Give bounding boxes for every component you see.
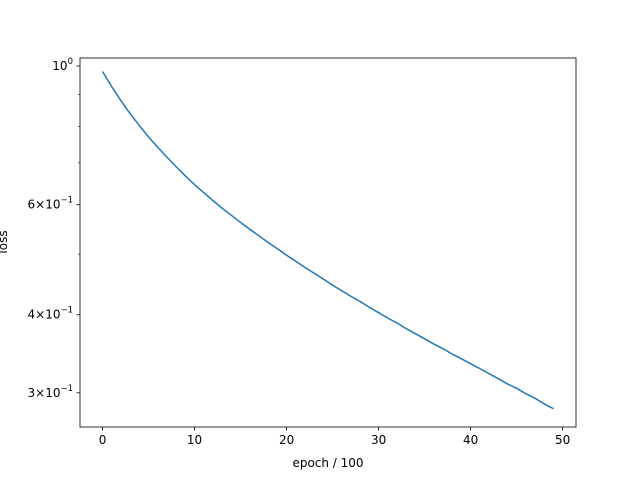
x-tick-label: 20: [279, 433, 294, 447]
y-tick-label: 100: [52, 57, 73, 73]
loss-line: [101, 71, 554, 410]
x-tick-label: 50: [555, 433, 570, 447]
x-axis-ticks: 0 10 20 30 40 50: [99, 427, 570, 447]
y-axis-ticks: 100 6×10−1 4×10−1 3×10−1: [28, 57, 80, 400]
plot-background: [80, 58, 576, 427]
series-layer: [101, 71, 554, 410]
x-tick-label: 30: [371, 433, 386, 447]
plot-frame: [79, 57, 577, 428]
y-tick-label: 4×10−1: [28, 306, 74, 322]
y-tick-label: 3×10−1: [28, 384, 74, 400]
x-tick-label: 10: [187, 433, 202, 447]
x-axis-label: epoch / 100: [292, 456, 363, 470]
y-axis-label: loss: [0, 230, 10, 253]
x-tick-label: 40: [463, 433, 478, 447]
y-tick-label: 6×10−1: [28, 196, 74, 212]
x-tick-label: 0: [99, 433, 107, 447]
